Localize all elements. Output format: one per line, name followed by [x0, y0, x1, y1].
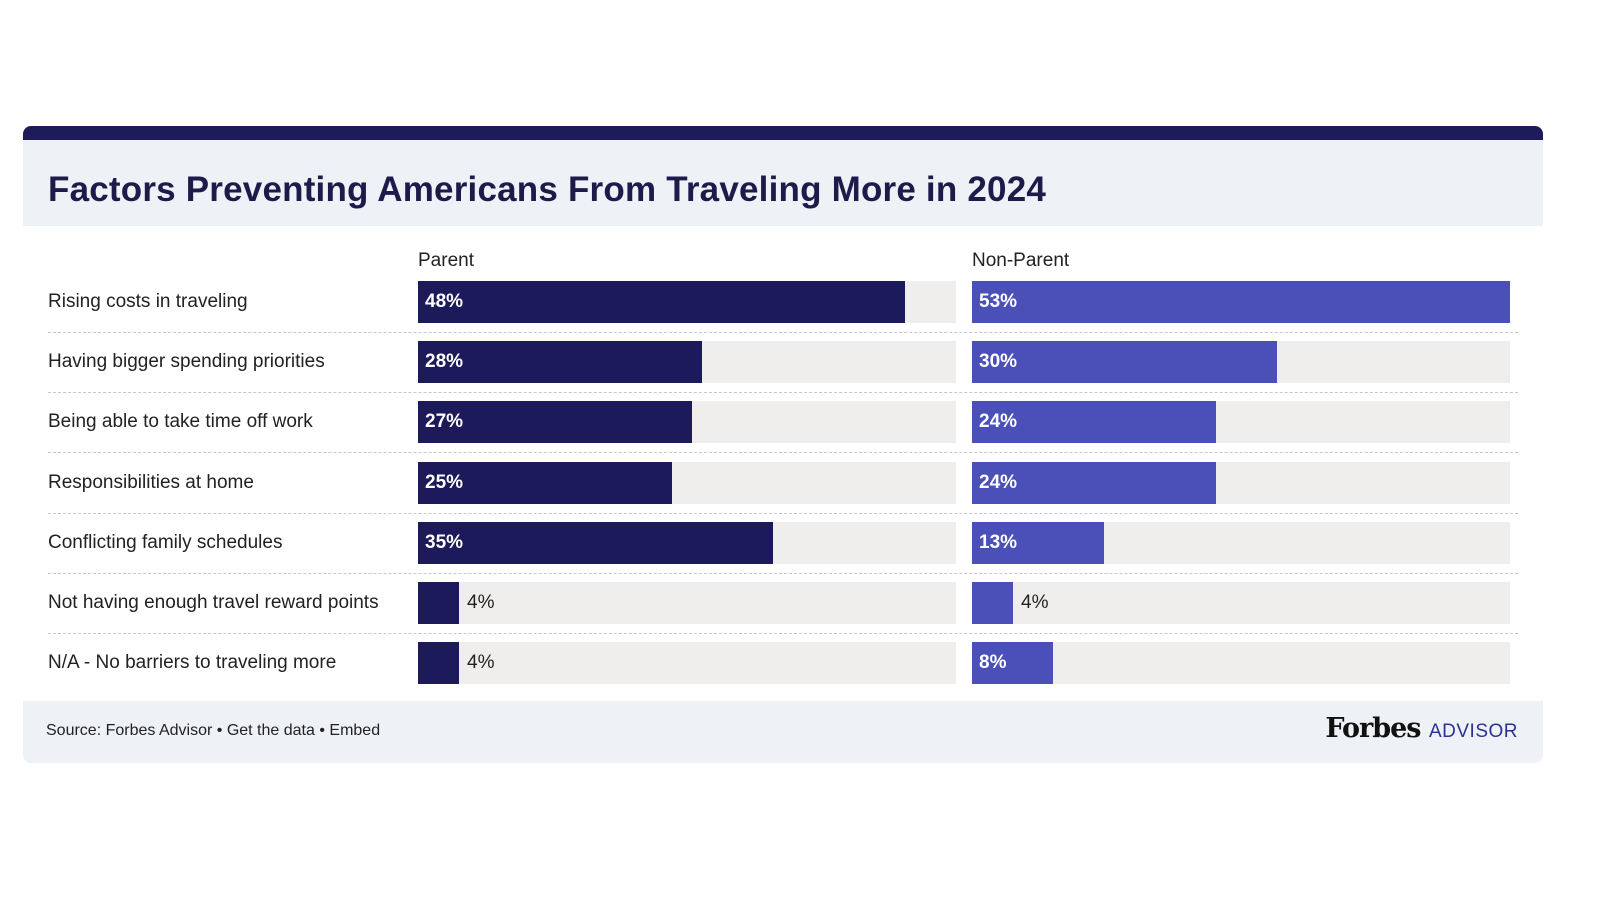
separator-2: • [319, 722, 325, 739]
bar-value-label-parent: 27% [425, 411, 464, 433]
source-line: Source: Forbes Advisor • Get the data • … [46, 722, 380, 740]
bar-value-label-parent: 35% [425, 531, 464, 553]
bar-parent[interactable] [418, 401, 692, 444]
chart-header: Factors Preventing Americans From Travel… [23, 140, 1543, 226]
bar-track-nonparent: 4% [972, 582, 1510, 624]
row-divider [48, 572, 1518, 574]
category-label: Responsibilities at home [48, 471, 254, 493]
row-divider [48, 512, 1518, 514]
bar-parent[interactable] [418, 281, 905, 323]
bar-parent[interactable] [418, 521, 773, 564]
bar-parent[interactable] [418, 642, 459, 685]
bar-value-label-parent: 4% [467, 652, 495, 674]
category-label: Rising costs in traveling [48, 291, 248, 312]
bar-track-nonparent: 30% [972, 341, 1510, 384]
bar-track-parent: 25% [418, 461, 956, 504]
bar-track-parent: 28% [418, 341, 956, 384]
bar-value-label-parent: 4% [467, 592, 495, 613]
top-accent-bar [23, 126, 1543, 142]
get-the-data-link[interactable]: Get the data [226, 722, 315, 739]
chart-footer: Source: Forbes Advisor • Get the data • … [23, 701, 1543, 763]
bar-value-label-nonparent: 8% [979, 652, 1007, 674]
row-divider [48, 332, 1518, 333]
bar-value-label-nonparent: 24% [979, 471, 1018, 493]
bar-value-label-nonparent: 30% [979, 351, 1018, 373]
category-label: Having bigger spending priorities [48, 351, 325, 373]
source-text: Source: Forbes Advisor [46, 722, 213, 739]
embed-link[interactable]: Embed [329, 722, 381, 739]
bar-parent[interactable] [418, 582, 459, 624]
bar-value-label-parent: 25% [425, 471, 464, 493]
category-label: Being able to take time off work [48, 411, 313, 433]
series-header-parent: Parent [418, 250, 474, 271]
bar-value-label-parent: 28% [425, 351, 464, 373]
bar-track-parent: 48% [418, 281, 956, 323]
row-divider [48, 452, 1518, 454]
bar-track-nonparent: 24% [972, 401, 1510, 444]
bar-track-parent: 27% [418, 401, 956, 444]
bar-nonparent[interactable] [972, 521, 1104, 564]
bar-nonparent[interactable] [972, 281, 1510, 323]
bar-track-parent: 35% [418, 521, 956, 564]
bar-nonparent[interactable] [972, 341, 1277, 384]
category-label: N/A - No barriers to traveling more [48, 652, 337, 674]
bar-track-nonparent: 24% [972, 461, 1510, 504]
bar-value-label-parent: 48% [425, 291, 464, 312]
brand-suffix: ADVISOR [1428, 721, 1518, 742]
series-header-non-parent: Non-Parent [972, 250, 1070, 271]
bar-parent[interactable] [418, 461, 672, 504]
category-label: Not having enough travel reward points [48, 592, 379, 613]
bar-track-parent: 4% [418, 642, 956, 685]
bar-value-label-nonparent: 4% [1021, 592, 1049, 613]
bar-nonparent[interactable] [972, 642, 1053, 685]
bar-value-label-nonparent: 24% [979, 411, 1018, 433]
bar-track-nonparent: 8% [972, 642, 1510, 685]
bar-track-parent: 4% [418, 582, 956, 624]
bar-value-label-nonparent: 13% [979, 531, 1018, 553]
bar-parent[interactable] [418, 341, 702, 384]
bar-track-nonparent: 53% [972, 281, 1510, 323]
brand-name: Forbes [1325, 713, 1421, 744]
bar-nonparent[interactable] [972, 461, 1216, 504]
forbes-advisor-logo[interactable]: Forbes ADVISOR [1325, 713, 1518, 744]
bar-track-nonparent: 13% [972, 521, 1510, 564]
row-divider [48, 392, 1518, 394]
row-divider [48, 633, 1518, 634]
bar-value-label-nonparent: 53% [979, 291, 1018, 312]
chart-card: Factors Preventing Americans From Travel… [23, 126, 1543, 763]
category-label: Conflicting family schedules [48, 531, 283, 553]
separator-1: • [216, 722, 223, 739]
bar-nonparent[interactable] [972, 401, 1216, 444]
chart-title: Factors Preventing Americans From Travel… [48, 170, 1047, 209]
bar-nonparent[interactable] [972, 582, 1013, 624]
